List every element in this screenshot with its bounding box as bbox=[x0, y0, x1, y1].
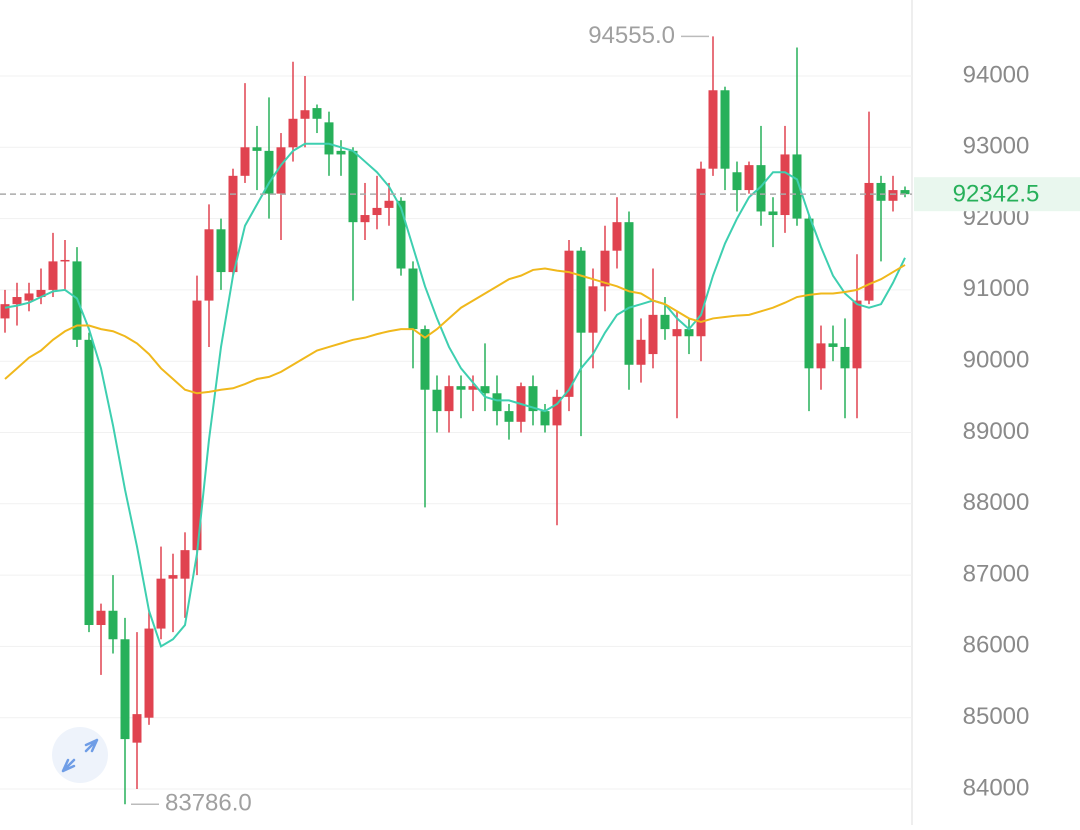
candle-body bbox=[168, 575, 178, 579]
candle-body bbox=[456, 386, 466, 390]
candle-body bbox=[420, 329, 430, 390]
candle-body bbox=[576, 250, 586, 333]
candle-body bbox=[816, 343, 826, 369]
candle-body bbox=[888, 190, 898, 201]
candle-body bbox=[156, 578, 166, 629]
candle-body bbox=[636, 339, 646, 365]
candle-body bbox=[756, 165, 766, 212]
annotation-label: 94555.0 bbox=[588, 22, 675, 49]
candle-body bbox=[684, 329, 694, 337]
candle-body bbox=[564, 250, 574, 397]
candle-body bbox=[876, 182, 886, 201]
candle-body bbox=[552, 396, 562, 426]
candle-body bbox=[288, 118, 298, 148]
candle-body bbox=[264, 150, 274, 194]
candle-body bbox=[828, 343, 838, 347]
candle-body bbox=[216, 229, 226, 273]
plot: 94555.0 83786.0 bbox=[0, 22, 912, 817]
y-tick-label: 91000 bbox=[963, 275, 1030, 302]
candle-body bbox=[204, 229, 214, 301]
candle-body bbox=[396, 200, 406, 269]
candle-body bbox=[744, 165, 754, 191]
candle-body bbox=[444, 386, 454, 412]
candle-body bbox=[504, 411, 514, 422]
candle-body bbox=[540, 411, 550, 426]
y-tick-label: 87000 bbox=[963, 560, 1030, 587]
y-tick-label: 85000 bbox=[963, 703, 1030, 730]
candle-body bbox=[480, 386, 490, 394]
candle-body bbox=[348, 150, 358, 223]
candle-body bbox=[180, 550, 190, 579]
y-tick-label: 90000 bbox=[963, 347, 1030, 374]
candle-body bbox=[48, 261, 58, 290]
candle-body bbox=[600, 250, 610, 287]
candle-body bbox=[612, 222, 622, 251]
y-tick-label: 86000 bbox=[963, 632, 1030, 659]
candle-body bbox=[312, 108, 322, 119]
candle-body bbox=[240, 147, 250, 176]
candle-body bbox=[720, 90, 730, 169]
candle-body bbox=[336, 150, 346, 155]
candle-body bbox=[132, 714, 142, 743]
candle-body bbox=[672, 329, 682, 337]
candle-body bbox=[864, 182, 874, 301]
candle-body bbox=[732, 172, 742, 191]
candle-body bbox=[36, 289, 46, 298]
candle-body bbox=[24, 293, 34, 301]
moving-average-line bbox=[4, 264, 906, 395]
candle-body bbox=[252, 147, 262, 151]
candle-body bbox=[852, 300, 862, 369]
candle-body bbox=[360, 215, 370, 223]
candle-body bbox=[228, 175, 238, 273]
grid bbox=[0, 75, 912, 790]
y-tick-label: 94000 bbox=[963, 61, 1030, 88]
moving-average-line bbox=[4, 142, 906, 648]
candle-body bbox=[804, 218, 814, 369]
candle-body bbox=[324, 122, 334, 155]
candle-body bbox=[648, 314, 658, 355]
candle-body bbox=[468, 386, 478, 390]
y-tick-label: 88000 bbox=[963, 489, 1030, 516]
candle-body bbox=[792, 154, 802, 219]
candle-body bbox=[624, 222, 634, 365]
y-tick-label: 84000 bbox=[963, 774, 1030, 801]
last-price-label: 92342.5 bbox=[953, 181, 1040, 208]
candle-body bbox=[120, 639, 130, 740]
candle-body bbox=[708, 90, 718, 169]
candle-body bbox=[492, 393, 502, 412]
candle-body bbox=[768, 211, 778, 216]
candle-body bbox=[840, 346, 850, 369]
candle-body bbox=[84, 339, 94, 626]
candle-body bbox=[192, 300, 202, 551]
candle-body bbox=[12, 297, 22, 305]
candle-body bbox=[372, 207, 382, 216]
candle-body bbox=[696, 168, 706, 337]
y-tick-label: 93000 bbox=[963, 133, 1030, 160]
y-tick-label: 89000 bbox=[963, 418, 1030, 445]
candle-body bbox=[408, 268, 418, 330]
candle-body bbox=[96, 610, 106, 626]
expand-button[interactable] bbox=[52, 727, 108, 783]
last-price-box bbox=[914, 177, 1080, 212]
candle-body bbox=[300, 110, 310, 119]
annotation-label: 83786.0 bbox=[165, 790, 252, 817]
candle-body bbox=[384, 200, 394, 208]
candle-body bbox=[144, 628, 154, 718]
candle-body bbox=[528, 386, 538, 412]
candle-body bbox=[108, 610, 118, 640]
candle-body bbox=[900, 190, 910, 195]
y-axis: 84000 85000 86000 87000 88000 89000 90000 91000… bbox=[914, 61, 1080, 801]
candle-body bbox=[432, 389, 442, 412]
candle-body bbox=[780, 154, 790, 216]
candle-body bbox=[276, 147, 286, 194]
candle-body bbox=[588, 286, 598, 333]
candle-body bbox=[0, 304, 10, 319]
candle-body bbox=[660, 314, 670, 330]
candle-body bbox=[60, 259, 70, 262]
